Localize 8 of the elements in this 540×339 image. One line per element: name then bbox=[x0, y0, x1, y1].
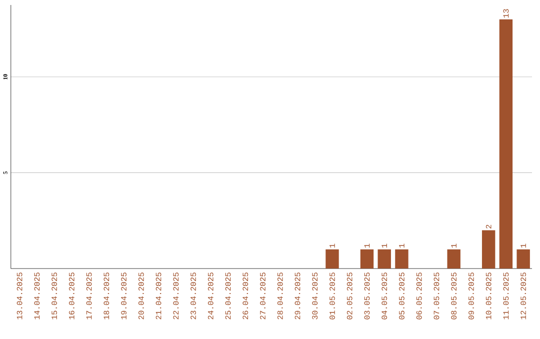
bar bbox=[482, 230, 496, 268]
bar bbox=[326, 249, 339, 268]
bar bbox=[516, 249, 530, 268]
bar bbox=[378, 249, 391, 268]
bar bbox=[447, 249, 460, 268]
bar bbox=[360, 249, 374, 268]
bar bbox=[499, 19, 513, 268]
bar bbox=[395, 249, 408, 268]
